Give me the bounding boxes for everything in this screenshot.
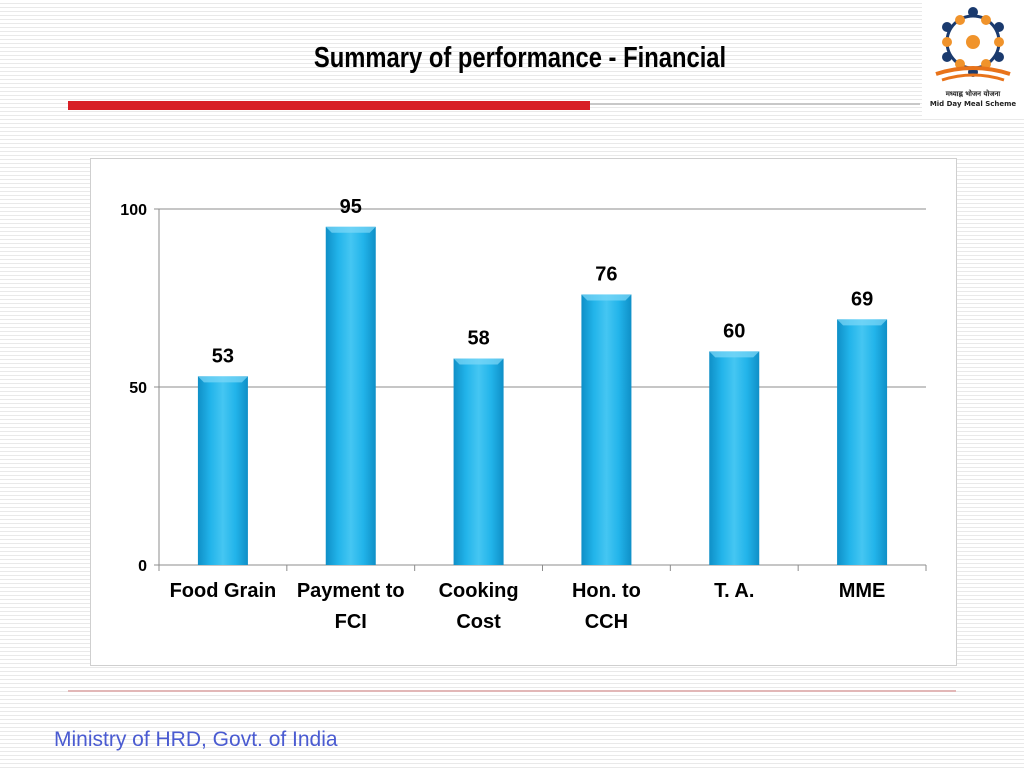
data-label: 53: [212, 345, 234, 367]
title-underline-rule: [590, 103, 920, 105]
category-label: Cost: [456, 611, 501, 633]
category-label: Food Grain: [170, 580, 277, 602]
bar-bevel: [581, 294, 632, 301]
bar: [453, 358, 504, 565]
bar: [325, 226, 376, 566]
mid-day-meal-logo: मध्याह्न भोजन योजना Mid Day Meal Scheme: [922, 0, 1024, 118]
category-label: MME: [839, 580, 886, 602]
logo-english-text: Mid Day Meal Scheme: [929, 100, 1017, 108]
title-underline-accent: [68, 101, 590, 110]
category-label: Payment to: [297, 580, 405, 602]
data-label: 60: [723, 320, 745, 342]
data-label: 69: [851, 288, 873, 310]
footer-divider: [68, 690, 956, 692]
bar-bevel: [197, 376, 248, 383]
bar: [197, 376, 248, 565]
bar: [837, 319, 888, 565]
bar-chart: 0 50 100 53 Food Grain 95 Payment to FCI 58 Cooki…: [43, 196, 927, 633]
category-label: Hon. to: [572, 580, 641, 602]
category-label: FCI: [335, 611, 367, 633]
data-label: 58: [467, 328, 489, 350]
bar: [581, 294, 632, 565]
footer-text: Ministry of HRD, Govt. of India: [54, 728, 338, 751]
logo-emblem-icon: [935, 7, 1011, 82]
chart-frame: 0 50 100 53 Food Grain 95 Payment to FCI 58 Cooki…: [43, 158, 957, 666]
category-label: T. A.: [714, 580, 754, 602]
logo-hindi-text: मध्याह्न भोजन योजना: [945, 90, 1001, 98]
data-label: 95: [340, 196, 362, 218]
bar: [709, 351, 760, 565]
bar-bevel: [453, 358, 504, 365]
category-label: Cooking: [439, 580, 519, 602]
bar-bevel: [837, 319, 888, 326]
bar-bevel: [325, 226, 376, 233]
y-tick-label: 0: [138, 558, 147, 575]
category-label: CCH: [585, 611, 628, 633]
data-label: 76: [595, 263, 617, 285]
y-tick-label: 100: [120, 202, 147, 219]
y-tick-label: 50: [129, 380, 147, 397]
page-title: Summary of performance - Financial: [313, 42, 727, 74]
bar-bevel: [709, 351, 760, 358]
